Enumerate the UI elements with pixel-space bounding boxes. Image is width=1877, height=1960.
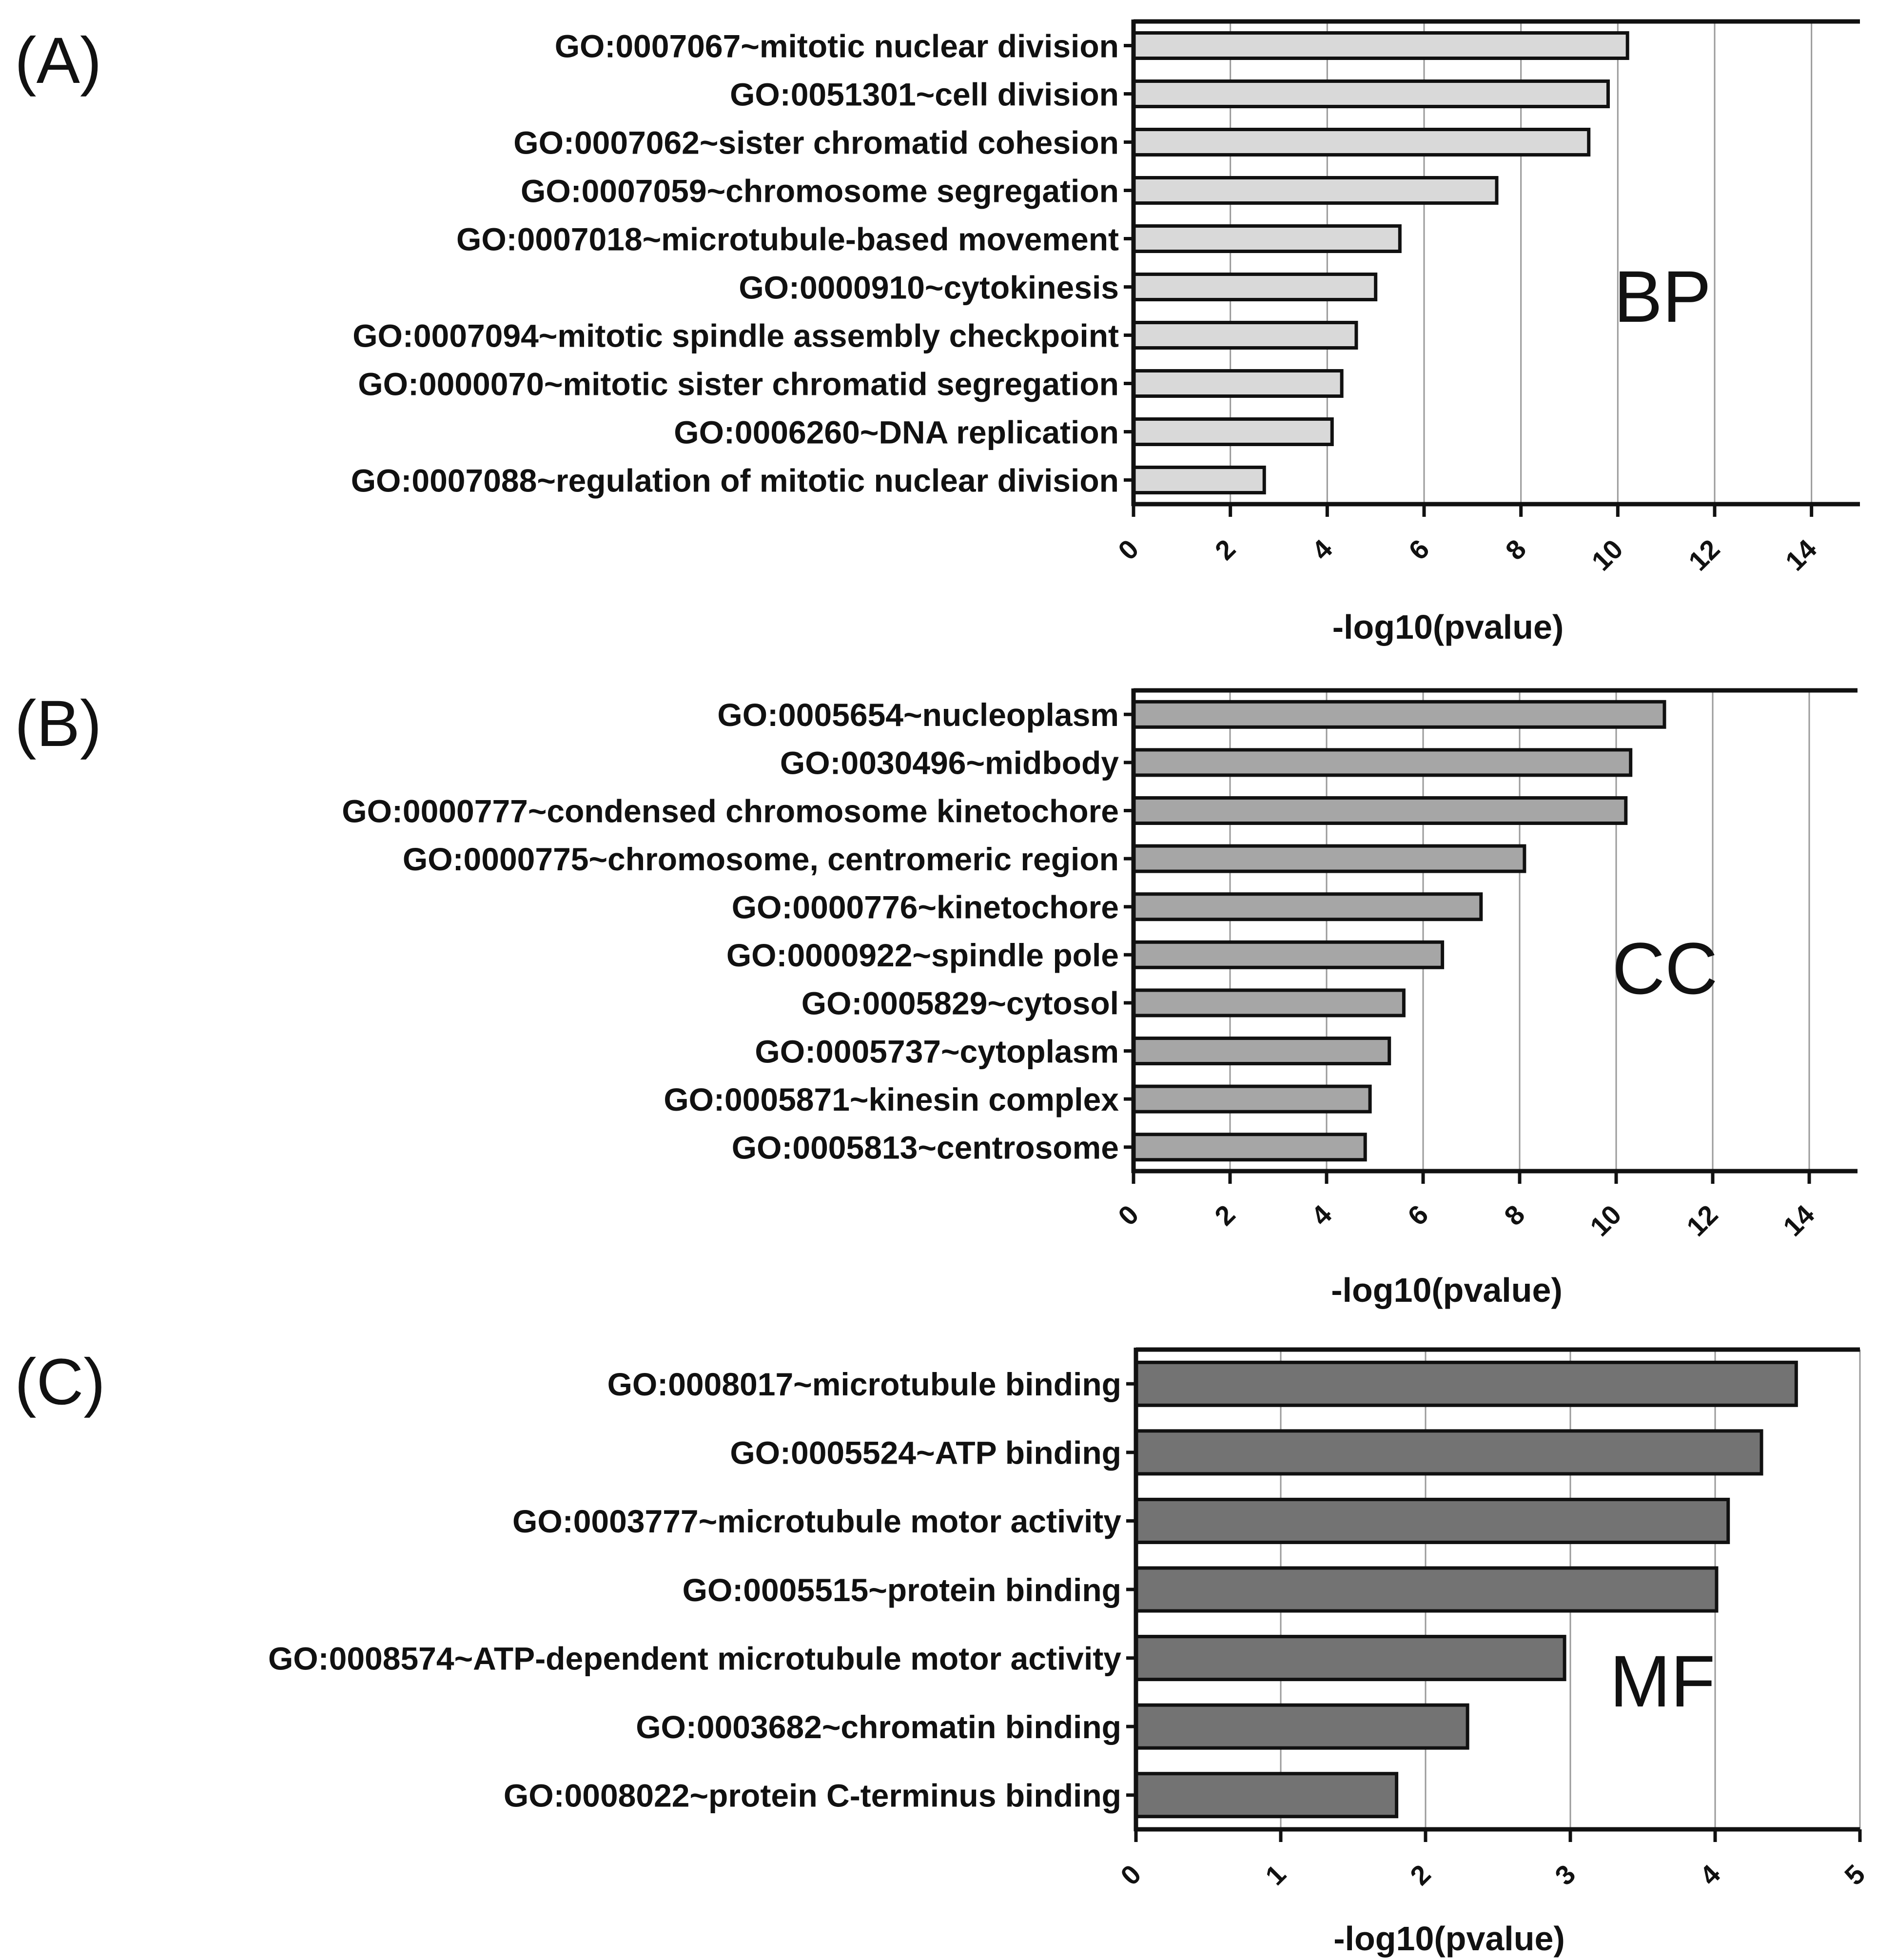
category-label: GO:0000777~condensed chromosome kinetoch… [342, 793, 1119, 829]
bar [1132, 700, 1666, 729]
category-label: GO:0000910~cytokinesis [739, 269, 1119, 305]
category-label: GO:0000776~kinetochore [732, 889, 1119, 925]
bar [1134, 1497, 1730, 1544]
bar [1132, 369, 1344, 398]
bar [1132, 466, 1266, 494]
bar [1132, 224, 1402, 253]
panel-category-tag: MF [1610, 1640, 1716, 1722]
panel-letter: (A) [15, 24, 102, 97]
category-label: GO:0005524~ATP binding [730, 1435, 1121, 1471]
bar [1132, 1133, 1367, 1162]
bar [1132, 796, 1628, 825]
bar [1132, 892, 1483, 921]
bar [1134, 1772, 1399, 1819]
category-label: GO:0005654~nucleoplasm [717, 697, 1119, 733]
category-label: GO:0000775~chromosome, centromeric regio… [403, 841, 1119, 877]
bar [1132, 940, 1445, 969]
category-label: GO:0000922~spindle pole [726, 937, 1119, 973]
x-axis-title: -log10(pvalue) [1332, 608, 1564, 646]
bar [1132, 748, 1633, 777]
category-label: GO:0051301~cell division [730, 76, 1119, 112]
category-label: GO:0008574~ATP-dependent microtubule mot… [268, 1640, 1121, 1676]
panel-category-tag: BP [1614, 255, 1711, 337]
bar [1132, 79, 1610, 108]
category-label: GO:0007067~mitotic nuclear division [555, 28, 1119, 64]
x-axis-title: -log10(pvalue) [1331, 1271, 1563, 1309]
category-label: GO:0005829~cytosol [802, 985, 1119, 1021]
category-label: GO:0005737~cytoplasm [755, 1033, 1119, 1069]
category-label: GO:0006260~DNA replication [674, 414, 1119, 450]
bar [1132, 273, 1378, 301]
panel-category-tag: CC [1612, 927, 1718, 1009]
panel-letter: (B) [15, 687, 102, 760]
panel-b-cc: GO:0005654~nucleoplasm GO:0030496~midbody… [15, 687, 1857, 1309]
bar [1132, 31, 1629, 60]
category-label: GO:0007059~chromosome segregation [521, 173, 1119, 209]
bar [1132, 988, 1406, 1018]
category-label: GO:0000070~mitotic sister chromatid segr… [358, 366, 1119, 402]
category-label: GO:0008022~protein C-terminus binding [504, 1777, 1121, 1813]
category-label: GO:0005871~kinesin complex [664, 1081, 1119, 1117]
category-label: GO:0007062~sister chromatid cohesion [513, 124, 1119, 160]
bar [1132, 128, 1591, 157]
bar [1132, 1037, 1391, 1065]
category-label: GO:0005813~centrosome [732, 1129, 1119, 1165]
panel-c-mf: GO:0008017~microtubule binding GO:0005524… [15, 1346, 1871, 1958]
category-label: GO:0007094~mitotic spindle assembly chec… [352, 317, 1119, 353]
category-label: GO:0008017~microtubule binding [607, 1366, 1121, 1402]
panel-letter: (C) [15, 1346, 105, 1418]
bar [1134, 1703, 1469, 1750]
category-label: GO:0005515~protein binding [683, 1572, 1121, 1608]
category-label: GO:0003682~chromatin binding [636, 1709, 1121, 1745]
bar [1134, 1566, 1719, 1613]
bar [1134, 1429, 1763, 1476]
bar [1134, 1360, 1798, 1407]
bar [1132, 844, 1526, 873]
category-label: GO:0007018~microtubule-based movement [456, 221, 1119, 257]
bar [1132, 417, 1334, 446]
panel-a-bp: GO:0007067~mitotic nuclear division GO:00… [15, 19, 1860, 646]
x-axis-title: -log10(pvalue) [1333, 1920, 1565, 1958]
category-label: GO:0030496~midbody [780, 745, 1119, 781]
bar [1134, 1635, 1566, 1682]
bar [1132, 321, 1358, 350]
category-label: GO:0003777~microtubule motor activity [512, 1503, 1121, 1539]
bar [1132, 176, 1499, 205]
bar [1132, 1084, 1372, 1114]
category-label: GO:0007088~regulation of mitotic nuclear… [351, 462, 1119, 498]
